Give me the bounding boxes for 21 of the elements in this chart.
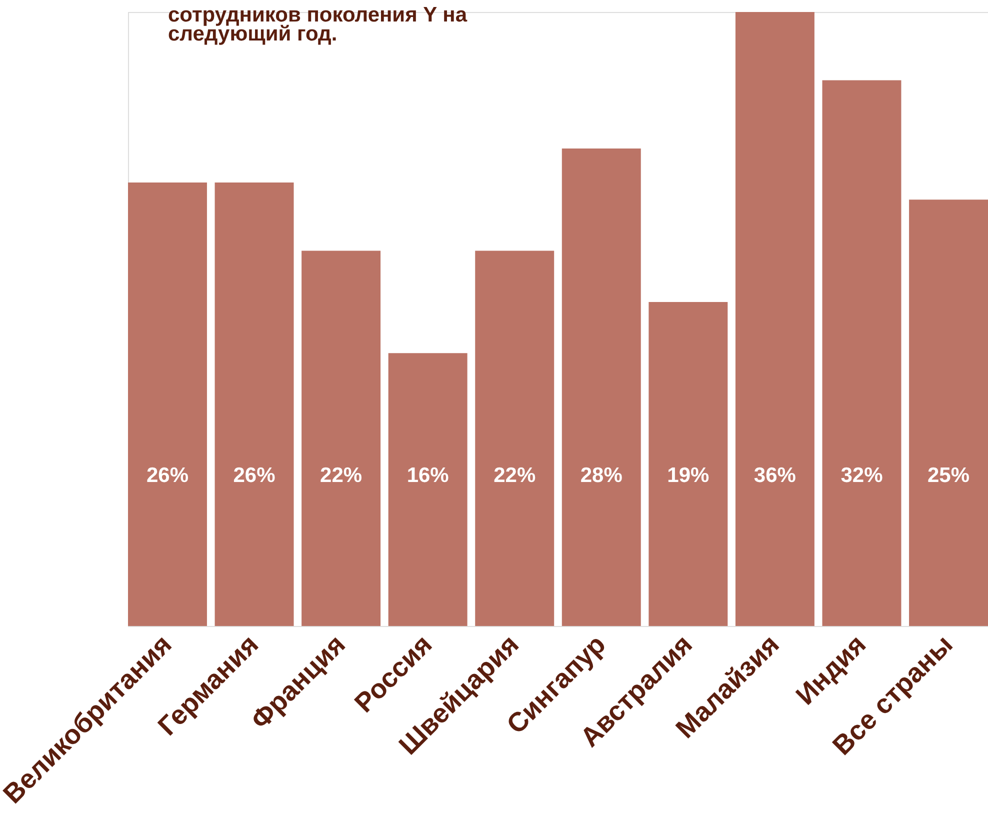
data-label: 26% xyxy=(146,464,189,487)
bar xyxy=(735,12,814,626)
data-label: 16% xyxy=(406,464,450,487)
bar xyxy=(388,353,468,626)
data-label: 32% xyxy=(840,464,884,487)
bar xyxy=(302,250,381,626)
bar xyxy=(562,148,641,626)
bar xyxy=(822,80,902,626)
data-label: 25% xyxy=(928,464,970,487)
data-label: 19% xyxy=(667,464,710,487)
data-label: 36% xyxy=(754,464,796,487)
data-label: 28% xyxy=(580,464,623,487)
data-label: 22% xyxy=(494,464,536,487)
data-label: 22% xyxy=(320,464,362,487)
annotation: сотрудников поколения Y на следующий год. xyxy=(168,4,468,46)
bar xyxy=(128,182,207,626)
bar xyxy=(909,200,988,626)
bar xyxy=(648,302,728,626)
data-label: 26% xyxy=(233,464,276,487)
bar xyxy=(475,250,554,626)
bar xyxy=(214,182,294,626)
